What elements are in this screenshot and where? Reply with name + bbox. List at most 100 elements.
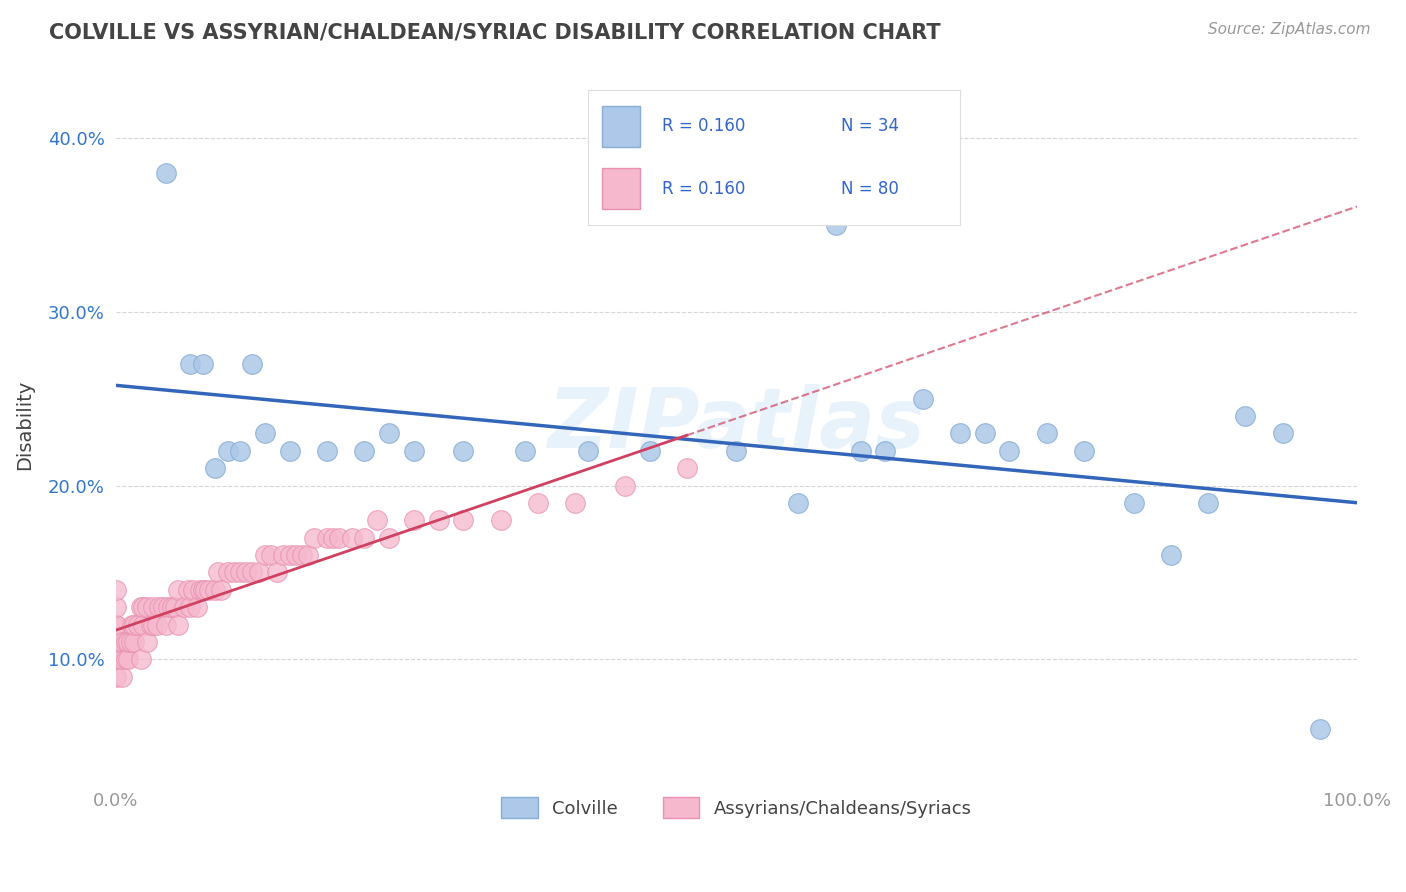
Point (278, 548, 301, 562)
Point (191, 357, 214, 371)
Point (378, 531, 401, 545)
Point (322, 531, 344, 545)
Point (104, 652, 127, 666)
Point (675, 461, 697, 475)
Point (167, 582, 190, 597)
Point (117, 635, 139, 649)
Point (973, 426, 995, 441)
Point (194, 582, 217, 597)
Point (1035, 426, 1057, 441)
Point (148, 600, 170, 615)
Text: Source: ZipAtlas.com: Source: ZipAtlas.com (1208, 22, 1371, 37)
Point (188, 582, 211, 597)
Point (146, 617, 169, 632)
Point (787, 496, 810, 510)
Point (266, 566, 288, 580)
Point (104, 617, 127, 632)
Point (613, 478, 636, 492)
Point (222, 566, 245, 580)
Point (114, 635, 136, 649)
Point (167, 617, 190, 632)
Point (911, 392, 934, 406)
Point (1160, 548, 1182, 562)
Point (725, 443, 748, 458)
Text: ZIPatlas: ZIPatlas (547, 384, 925, 466)
Point (179, 357, 201, 371)
Point (242, 566, 264, 580)
Point (139, 617, 162, 632)
Point (132, 617, 155, 632)
Point (489, 513, 512, 527)
Point (124, 635, 146, 649)
Point (142, 617, 165, 632)
Point (453, 443, 475, 458)
Point (114, 652, 136, 666)
Point (353, 531, 375, 545)
Point (129, 600, 152, 615)
Legend: Colville, Assyrians/Chaldeans/Syriacs: Colville, Assyrians/Chaldeans/Syriacs (495, 790, 979, 825)
Point (247, 566, 270, 580)
Point (191, 582, 214, 597)
Point (402, 513, 425, 527)
Point (1197, 496, 1219, 510)
Point (198, 582, 221, 597)
Point (104, 652, 127, 666)
Point (427, 513, 450, 527)
Point (229, 443, 252, 458)
Point (156, 600, 179, 615)
Point (849, 443, 872, 458)
Point (253, 548, 276, 562)
Point (121, 617, 143, 632)
Point (260, 548, 283, 562)
Point (132, 600, 155, 615)
Point (291, 548, 314, 562)
Point (104, 600, 127, 615)
Point (155, 166, 177, 180)
Point (315, 531, 337, 545)
Point (160, 600, 183, 615)
Point (173, 600, 195, 615)
Point (1234, 409, 1257, 423)
Point (127, 617, 149, 632)
Point (824, 218, 846, 232)
Point (1073, 443, 1095, 458)
Point (117, 652, 139, 666)
Point (111, 635, 134, 649)
Point (104, 582, 127, 597)
Point (186, 600, 208, 615)
Point (111, 652, 134, 666)
Point (104, 670, 127, 684)
Point (204, 582, 226, 597)
Point (235, 566, 257, 580)
Point (564, 496, 586, 510)
Point (297, 548, 319, 562)
Point (278, 443, 301, 458)
Point (135, 635, 157, 649)
Point (177, 582, 200, 597)
Point (875, 443, 897, 458)
Point (217, 566, 239, 580)
Point (527, 496, 550, 510)
Text: COLVILLE VS ASSYRIAN/CHALDEAN/SYRIAC DISABILITY CORRELATION CHART: COLVILLE VS ASSYRIAN/CHALDEAN/SYRIAC DIS… (49, 22, 941, 42)
Point (328, 531, 350, 545)
Point (353, 443, 375, 458)
Point (402, 443, 425, 458)
Point (515, 443, 537, 458)
Point (165, 600, 187, 615)
Point (253, 426, 276, 441)
Point (217, 443, 239, 458)
Point (638, 443, 661, 458)
Point (378, 426, 401, 441)
Point (209, 582, 232, 597)
Point (242, 357, 264, 371)
Point (120, 635, 142, 649)
Point (453, 513, 475, 527)
Point (229, 566, 252, 580)
Point (104, 635, 127, 649)
Point (284, 548, 307, 562)
Point (207, 566, 229, 580)
Point (340, 531, 363, 545)
Point (129, 652, 152, 666)
Point (155, 617, 177, 632)
Point (124, 617, 146, 632)
